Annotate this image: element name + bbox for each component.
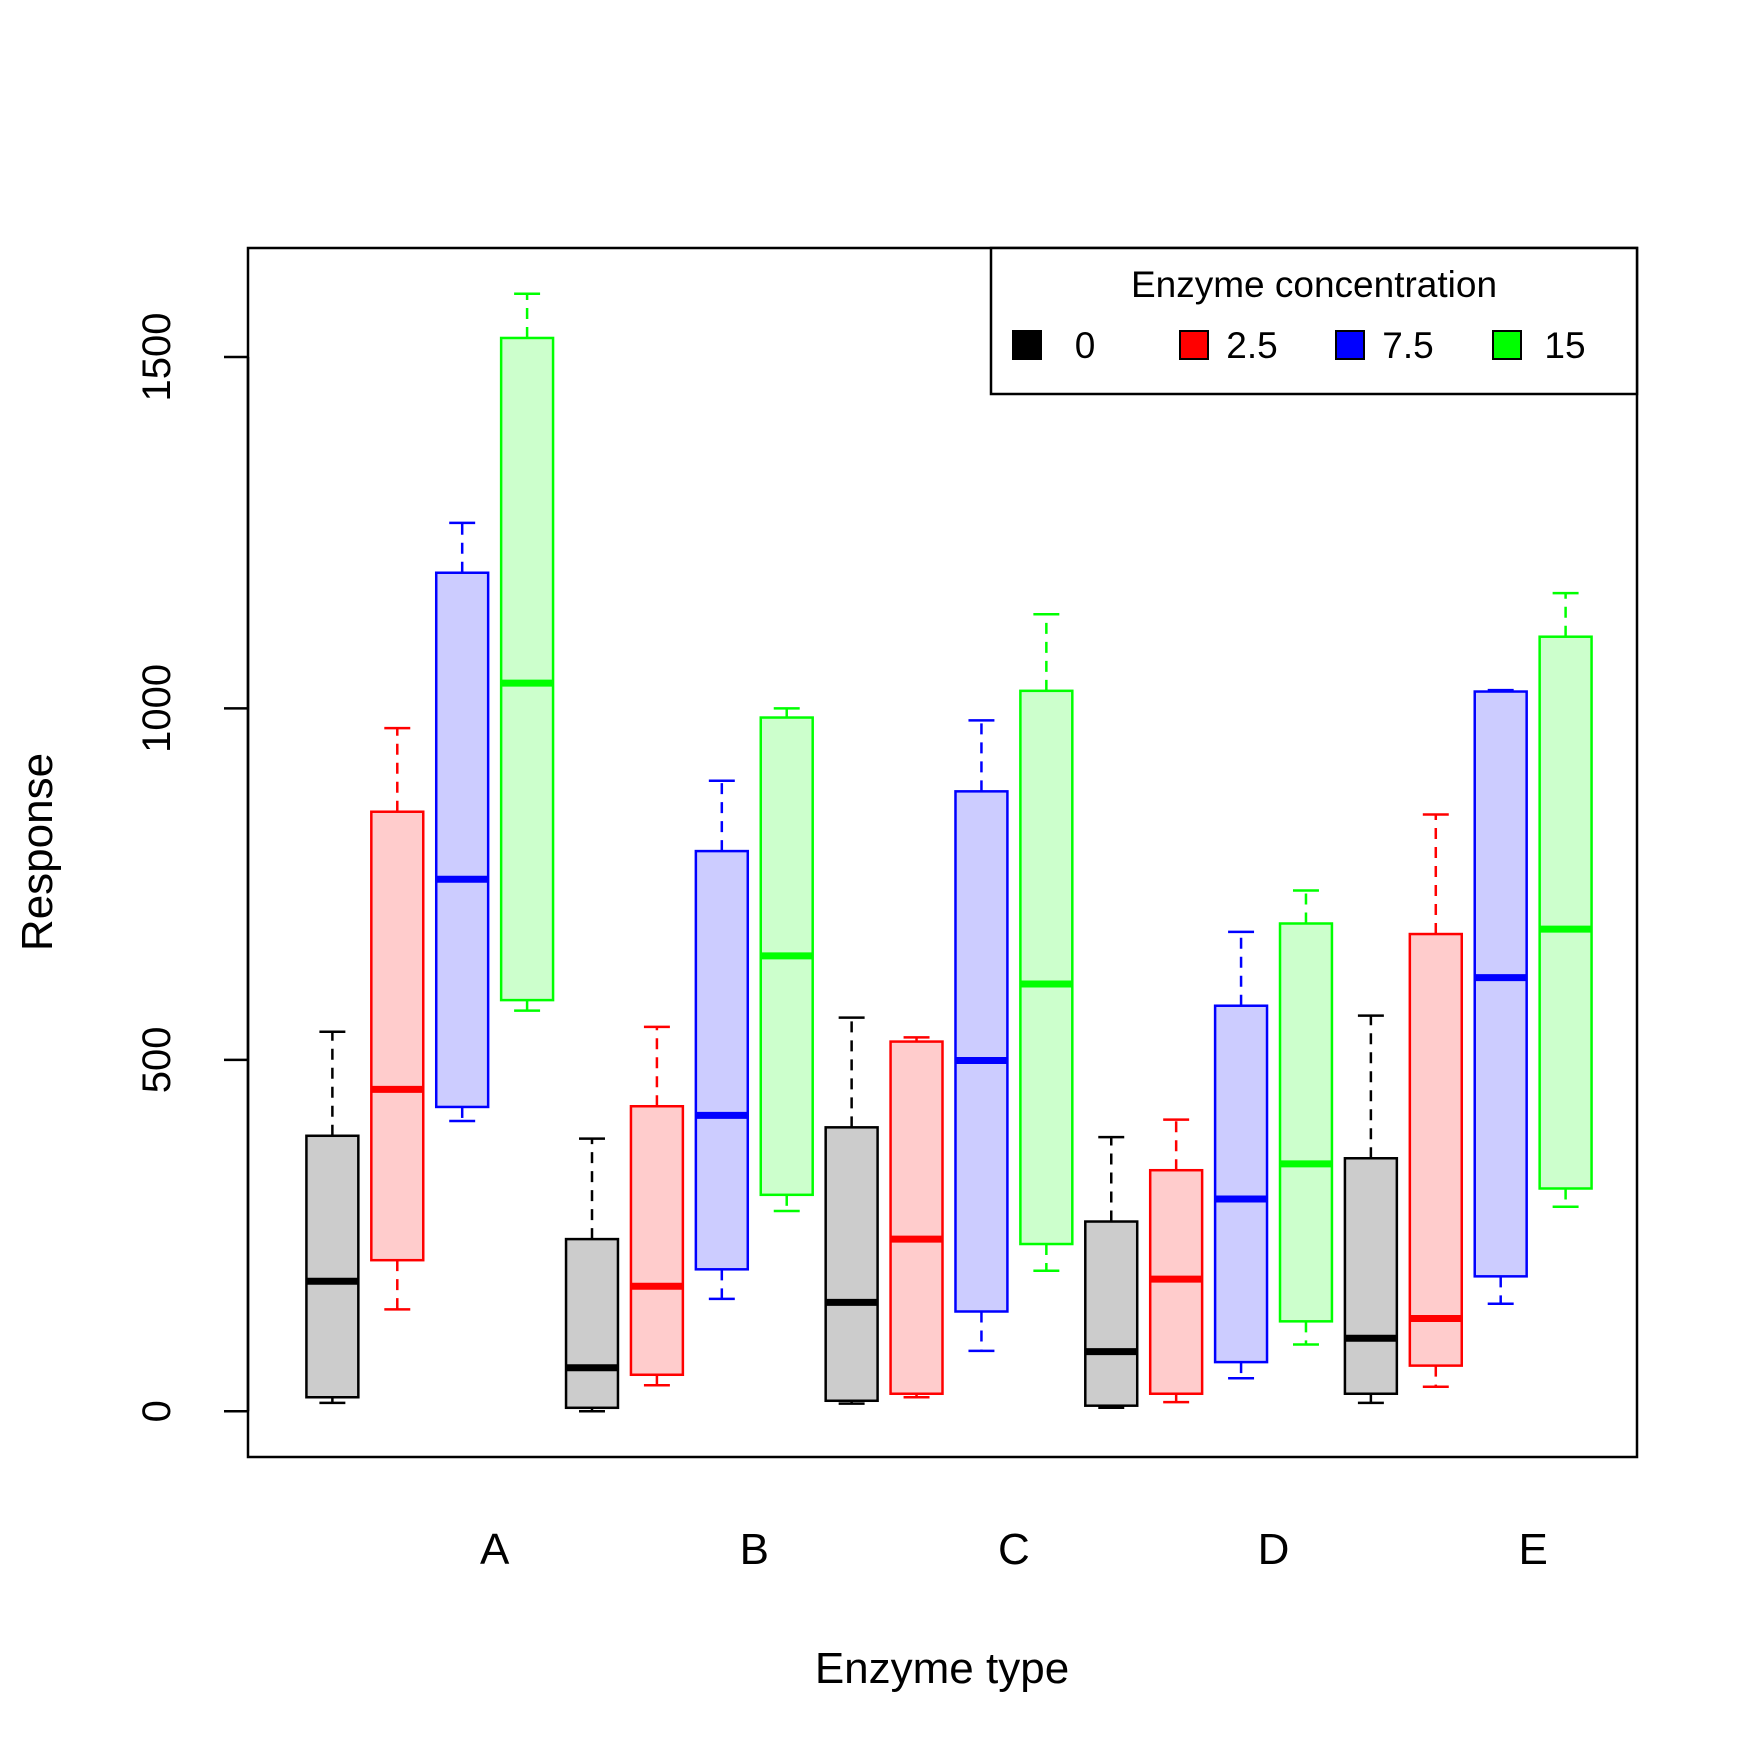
- y-axis-title: Response: [13, 753, 62, 951]
- box-iqr: [1084, 1220, 1139, 1407]
- box-iqr: [889, 1040, 944, 1395]
- box-iqr: [824, 1126, 879, 1403]
- legend: Enzyme concentration 0 2.5 7.5 15: [989, 246, 1639, 396]
- y-tick-label-0: 0: [135, 1400, 179, 1422]
- category-label-E: E: [1518, 1525, 1547, 1574]
- legend-label: 0: [1075, 325, 1096, 366]
- x-axis-title: Enzyme type: [815, 1644, 1069, 1693]
- y-tick-label-2: 1000: [135, 664, 179, 753]
- legend-swatch: [1179, 330, 1209, 360]
- boxes-layer: [305, 292, 1593, 1413]
- box-iqr: [1473, 690, 1528, 1278]
- legend-entry-0: 0: [1012, 325, 1096, 366]
- legend-entry-1: 2.5: [1179, 325, 1278, 366]
- box-2: [434, 521, 490, 1123]
- box-8: [824, 1016, 879, 1405]
- legend-entries: 0 2.5 7.5 15: [1012, 325, 1586, 366]
- box-iqr: [1213, 1004, 1269, 1364]
- box-10: [954, 719, 1009, 1353]
- box-iqr: [1343, 1157, 1399, 1395]
- box-3: [499, 292, 555, 1012]
- box-6: [694, 779, 750, 1301]
- box-0: [305, 1030, 360, 1405]
- box-iqr: [954, 790, 1009, 1313]
- box-7: [759, 707, 814, 1213]
- box-12: [1084, 1135, 1139, 1410]
- box-iqr: [629, 1104, 685, 1377]
- y-tick-label-3: 1500: [135, 312, 179, 401]
- legend-label: 15: [1544, 325, 1585, 366]
- category-label-D: D: [1258, 1525, 1290, 1574]
- legend-label: 2.5: [1226, 325, 1277, 366]
- box-iqr: [499, 336, 555, 1002]
- category-label-A: A: [480, 1525, 510, 1574]
- box-4: [564, 1137, 620, 1413]
- box-iqr: [1408, 932, 1464, 1367]
- box-17: [1408, 813, 1464, 1388]
- box-11: [1019, 612, 1074, 1272]
- box-9: [889, 1036, 944, 1399]
- box-iqr: [694, 849, 750, 1271]
- y-axis: 0 500 1000 1500: [135, 312, 250, 1422]
- box-iqr: [1019, 689, 1074, 1246]
- box-1: [370, 726, 425, 1311]
- box-iqr: [305, 1134, 360, 1399]
- y-tick-label-1: 500: [135, 1026, 179, 1093]
- box-15: [1278, 889, 1334, 1346]
- box-iqr: [370, 810, 425, 1262]
- legend-swatch: [1335, 330, 1365, 360]
- legend-swatch: [1012, 330, 1042, 360]
- legend-label: 7.5: [1382, 325, 1433, 366]
- box-16: [1343, 1014, 1399, 1405]
- category-label-C: C: [998, 1525, 1030, 1574]
- legend-title: Enzyme concentration: [1131, 264, 1497, 305]
- box-iqr: [564, 1237, 620, 1410]
- box-iqr: [1538, 635, 1593, 1190]
- box-18: [1473, 688, 1528, 1306]
- legend-frame: [989, 246, 1639, 396]
- category-labels: A B C D E: [480, 1525, 1548, 1574]
- legend-entry-2: 7.5: [1335, 325, 1434, 366]
- box-iqr: [434, 571, 490, 1109]
- box-13: [1148, 1118, 1204, 1404]
- box-14: [1213, 930, 1269, 1380]
- legend-swatch: [1492, 330, 1522, 360]
- legend-entry-3: 15: [1492, 325, 1586, 366]
- box-5: [629, 1025, 685, 1387]
- box-iqr: [1278, 922, 1334, 1323]
- category-label-B: B: [740, 1525, 769, 1574]
- box-19: [1538, 591, 1593, 1209]
